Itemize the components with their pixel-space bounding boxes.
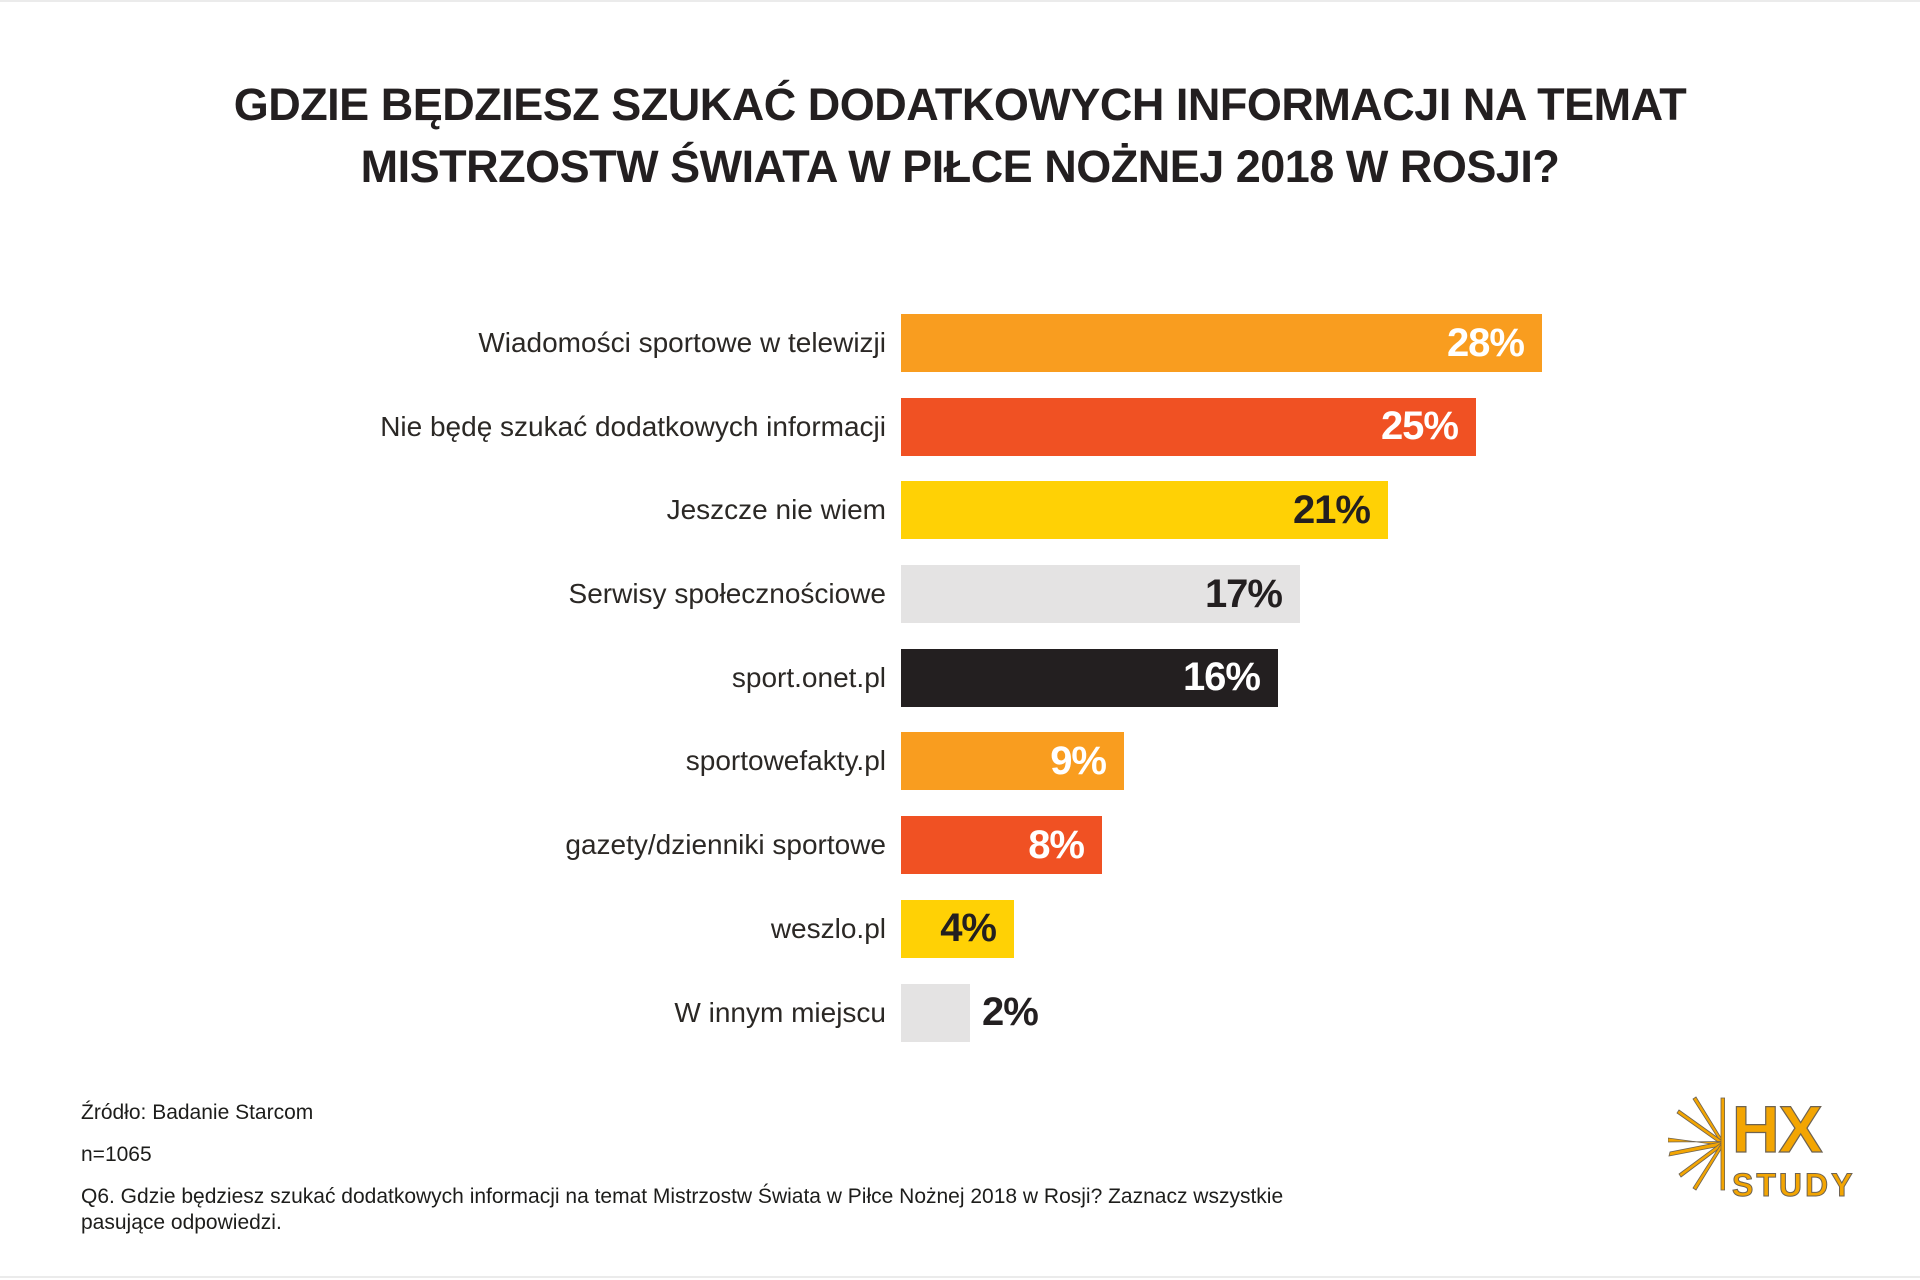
category-label: Serwisy społecznościowe bbox=[568, 578, 886, 610]
bar-wrap: 2% bbox=[901, 983, 1039, 1042]
bar: 16% bbox=[901, 648, 1278, 707]
category-label: W innym miejscu bbox=[674, 996, 886, 1028]
chart-title-line1: GDZIE BĘDZIESZ SZUKAĆ DODATKOWYCH INFORM… bbox=[233, 79, 1687, 130]
bar-wrap: 28% bbox=[901, 314, 1542, 372]
chart-row: Wiadomości sportowe w telewizji 28% bbox=[65, 314, 1542, 372]
bar-wrap: 25% bbox=[901, 397, 1476, 456]
source-note: Źródło: Badanie Starcom bbox=[81, 1101, 314, 1124]
chart-row: sportowefakty.pl 9% bbox=[65, 732, 1542, 791]
chart-row: Nie będę szukać dodatkowych informacji 2… bbox=[65, 397, 1542, 456]
category-label: sport.onet.pl bbox=[731, 661, 886, 693]
chart-row: sport.onet.pl 16% bbox=[65, 648, 1542, 707]
logo-text: HX STUDY bbox=[1731, 1092, 1856, 1204]
bar: 8% bbox=[901, 816, 1102, 875]
value-label: 2% bbox=[982, 990, 1039, 1034]
hx-study-logo: HX STUDY bbox=[1667, 1092, 1856, 1204]
page-edge-line-bottom bbox=[0, 1276, 1920, 1278]
bar bbox=[901, 983, 970, 1042]
chart-title-line2: MISTRZOSTW ŚWIATA W PIŁCE NOŻNEJ 2018 W … bbox=[360, 141, 1560, 192]
bar-wrap: 21% bbox=[901, 481, 1388, 540]
bar: 4% bbox=[901, 899, 1014, 958]
bar-wrap: 17% bbox=[901, 565, 1300, 624]
bar: 21% bbox=[901, 481, 1388, 540]
chart-row: Serwisy społecznościowe 17% bbox=[65, 565, 1542, 624]
bar: 17% bbox=[901, 565, 1300, 624]
bar-chart: Wiadomości sportowe w telewizji 28% Nie … bbox=[65, 314, 1542, 1042]
bar-wrap: 9% bbox=[901, 732, 1124, 791]
value-label: 28% bbox=[1446, 320, 1525, 365]
chart-row: W innym miejscu 2% bbox=[65, 983, 1542, 1042]
value-label: 4% bbox=[940, 906, 997, 951]
category-label: weszlo.pl bbox=[770, 912, 886, 944]
chart-title: GDZIE BĘDZIESZ SZUKAĆ DODATKOWYCH INFORM… bbox=[0, 74, 1920, 198]
bar-wrap: 16% bbox=[901, 648, 1278, 707]
chart-row: Jeszcze nie wiem 21% bbox=[65, 481, 1542, 540]
value-label: 25% bbox=[1380, 404, 1459, 449]
value-label: 9% bbox=[1050, 738, 1107, 783]
value-label: 8% bbox=[1028, 822, 1085, 867]
category-label: Wiadomości sportowe w telewizji bbox=[478, 327, 886, 358]
chart-row: weszlo.pl 4% bbox=[65, 899, 1542, 958]
logo-secondary-text: STUDY bbox=[1731, 1167, 1856, 1204]
category-label: gazety/dzienniki sportowe bbox=[565, 829, 886, 861]
sample-size-note: n=1065 bbox=[81, 1143, 152, 1166]
value-label: 21% bbox=[1292, 487, 1371, 532]
category-label: Nie będę szukać dodatkowych informacji bbox=[380, 410, 886, 442]
bar: 25% bbox=[901, 397, 1476, 456]
category-label: Jeszcze nie wiem bbox=[666, 494, 886, 526]
bar: 28% bbox=[901, 314, 1542, 372]
logo-primary-text: HX bbox=[1731, 1092, 1823, 1166]
value-label: 17% bbox=[1204, 571, 1283, 616]
category-label: sportowefakty.pl bbox=[685, 745, 886, 777]
bar-rows: Wiadomości sportowe w telewizji 28% Nie … bbox=[65, 314, 1542, 1042]
bar-wrap: 4% bbox=[901, 899, 1014, 958]
bar-wrap: 8% bbox=[901, 816, 1102, 875]
sunburst-icon bbox=[1667, 1096, 1726, 1197]
value-label: 16% bbox=[1182, 655, 1261, 700]
bar: 9% bbox=[901, 732, 1124, 791]
chart-row: gazety/dzienniki sportowe 8% bbox=[65, 816, 1542, 875]
question-note: Q6. Gdzie będziesz szukać dodatkowych in… bbox=[81, 1185, 1284, 1234]
page-edge-line-top bbox=[0, 0, 1920, 2]
